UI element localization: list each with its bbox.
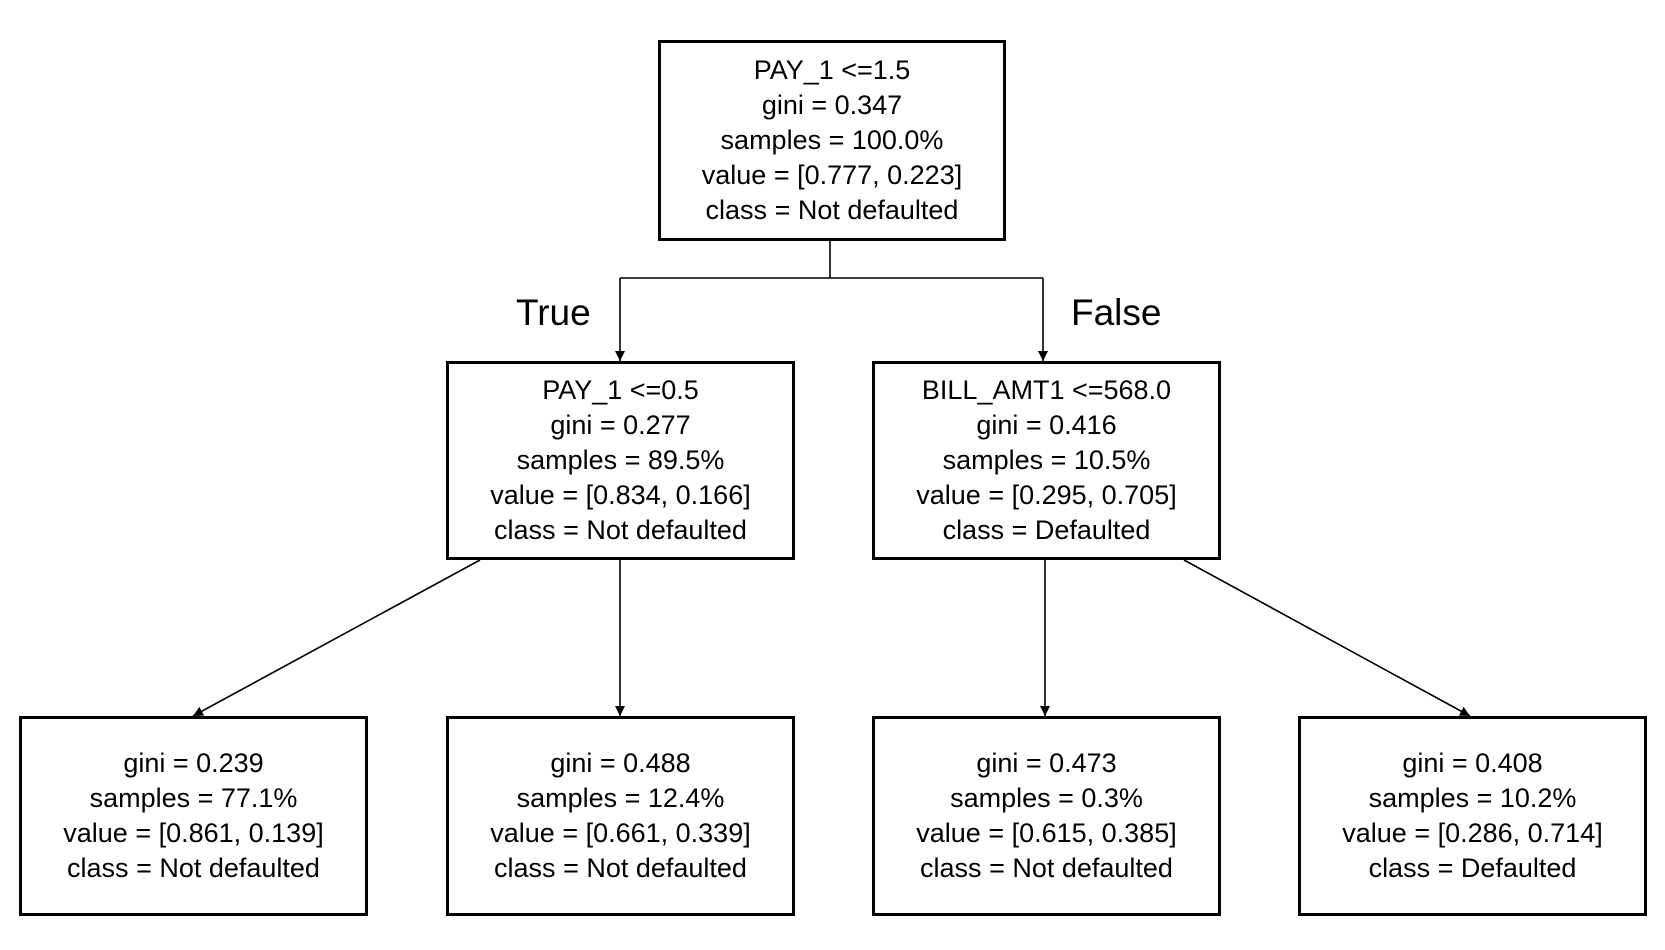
node-split-condition: PAY_1 <=0.5: [542, 375, 699, 405]
node-samples: samples = 89.5%: [516, 445, 725, 475]
tree-node-right: BILL_AMT1 <=568.0 gini = 0.416 samples =…: [872, 361, 1221, 560]
node-class: class = Not defaulted: [494, 853, 747, 883]
branch-label-true: True: [516, 292, 591, 333]
node-split-condition: BILL_AMT1 <=568.0: [921, 375, 1172, 405]
node-samples: samples = 77.1%: [89, 783, 298, 813]
node-value: value = [0.661, 0.339]: [490, 818, 751, 848]
node-gini: gini = 0.239: [123, 748, 264, 778]
tree-leaf-rl: gini = 0.473 samples = 0.3% value = [0.6…: [872, 716, 1221, 916]
node-gini: gini = 0.473: [976, 748, 1117, 778]
tree-leaf-ll: gini = 0.239 samples = 77.1% value = [0.…: [19, 716, 368, 916]
node-class: class = Not defaulted: [67, 853, 320, 883]
node-value: value = [0.777, 0.223]: [701, 160, 963, 190]
node-samples: samples = 10.5%: [942, 445, 1151, 475]
node-value: value = [0.286, 0.714]: [1342, 818, 1603, 848]
tree-leaf-lr: gini = 0.488 samples = 12.4% value = [0.…: [446, 716, 795, 916]
tree-node-root: PAY_1 <=1.5 gini = 0.347 samples = 100.0…: [658, 40, 1006, 241]
node-class: class = Not defaulted: [494, 515, 747, 545]
node-gini: gini = 0.408: [1402, 748, 1543, 778]
node-class: class = Defaulted: [942, 515, 1151, 545]
node-value: value = [0.615, 0.385]: [916, 818, 1177, 848]
node-class: class = Not defaulted: [705, 195, 959, 225]
node-gini: gini = 0.488: [550, 748, 691, 778]
node-value: value = [0.861, 0.139]: [63, 818, 324, 848]
node-class: class = Not defaulted: [920, 853, 1173, 883]
branch-label-false: False: [1071, 292, 1162, 333]
edge-left-to-leaf-ll: [192, 559, 481, 717]
tree-node-left: PAY_1 <=0.5 gini = 0.277 samples = 89.5%…: [446, 361, 795, 560]
edge-right-to-leaf-rr: [1183, 559, 1471, 717]
node-samples: samples = 100.0%: [720, 125, 944, 155]
node-samples: samples = 12.4%: [516, 783, 725, 813]
node-class: class = Defaulted: [1368, 853, 1577, 883]
tree-leaf-rr: gini = 0.408 samples = 10.2% value = [0.…: [1298, 716, 1647, 916]
node-value: value = [0.834, 0.166]: [490, 480, 751, 510]
node-gini: gini = 0.416: [976, 410, 1117, 440]
node-samples: samples = 0.3%: [950, 783, 1143, 813]
node-value: value = [0.295, 0.705]: [916, 480, 1177, 510]
node-gini: gini = 0.347: [761, 90, 903, 120]
node-split-condition: PAY_1 <=1.5: [753, 55, 911, 85]
node-samples: samples = 10.2%: [1368, 783, 1577, 813]
node-gini: gini = 0.277: [550, 410, 691, 440]
